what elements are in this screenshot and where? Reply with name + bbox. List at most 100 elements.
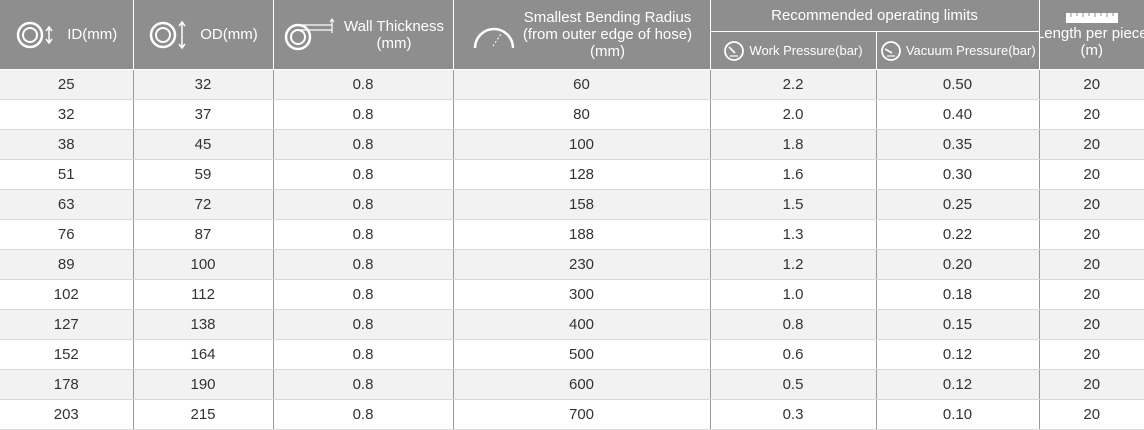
cell-work: 2.0	[710, 99, 877, 130]
cell-vacuum: 0.35	[876, 129, 1040, 160]
cell-work: 1.0	[710, 279, 877, 310]
cell-work: 0.3	[710, 399, 877, 430]
col-header-bending-radius: Smallest Bending Radius (from outer edge…	[453, 0, 711, 70]
cell-od: 37	[133, 99, 274, 130]
col-header-vacuum-label: Vacuum Pressure(bar)	[905, 43, 1036, 58]
cell-work: 1.3	[710, 219, 877, 250]
col-header-length-line2: (m)	[1080, 41, 1104, 59]
cell-wall: 0.8	[273, 99, 454, 130]
col-header-work-pressure: Work Pressure(bar)	[710, 31, 877, 70]
cell-length: 20	[1039, 159, 1144, 190]
cell-bend: 400	[453, 309, 711, 340]
col-header-wall-thickness: Wall Thickness (mm)	[273, 0, 454, 70]
cell-od: 138	[133, 309, 274, 340]
cell-work: 1.6	[710, 159, 877, 190]
table-row: 89 100 0.8 230 1.2 0.20 20	[0, 249, 1144, 280]
col-header-bend-line2: (from outer edge of hose)	[522, 26, 693, 43]
cell-vacuum: 0.30	[876, 159, 1040, 190]
cell-vacuum: 0.25	[876, 189, 1040, 220]
cell-vacuum: 0.22	[876, 219, 1040, 250]
cell-length: 20	[1039, 399, 1144, 430]
cell-work: 1.8	[710, 129, 877, 160]
cell-wall: 0.8	[273, 309, 454, 340]
pressure-gauge-icon	[723, 40, 745, 62]
cell-od: 190	[133, 369, 274, 400]
cell-vacuum: 0.20	[876, 249, 1040, 280]
cell-wall: 0.8	[273, 189, 454, 220]
ruler-icon	[1065, 11, 1119, 25]
cell-bend: 188	[453, 219, 711, 250]
cell-id: 203	[0, 399, 134, 430]
col-header-length: Length per piece (m)	[1039, 0, 1144, 70]
cell-bend: 500	[453, 339, 711, 370]
cell-bend: 60	[453, 69, 711, 100]
concentric-rings-id-icon	[15, 20, 61, 50]
cell-length: 20	[1039, 249, 1144, 280]
table-row: 152 164 0.8 500 0.6 0.12 20	[0, 339, 1144, 370]
col-header-od-label: OD(mm)	[200, 26, 258, 43]
cell-id: 127	[0, 309, 134, 340]
col-header-wall-line2: (mm)	[376, 34, 412, 52]
cell-length: 20	[1039, 309, 1144, 340]
cell-work: 1.5	[710, 189, 877, 220]
cell-wall: 0.8	[273, 249, 454, 280]
cell-vacuum: 0.12	[876, 339, 1040, 370]
table-row: 63 72 0.8 158 1.5 0.25 20	[0, 189, 1144, 220]
ring-wall-thickness-icon	[282, 17, 338, 52]
cell-work: 2.2	[710, 69, 877, 100]
table-row: 38 45 0.8 100 1.8 0.35 20	[0, 129, 1144, 160]
cell-length: 20	[1039, 279, 1144, 310]
cell-id: 89	[0, 249, 134, 280]
cell-id: 76	[0, 219, 134, 250]
cell-id: 102	[0, 279, 134, 310]
cell-vacuum: 0.12	[876, 369, 1040, 400]
cell-wall: 0.8	[273, 219, 454, 250]
table-body: 25 32 0.8 60 2.2 0.50 20 32 37 0.8 80 2.0 0.40 20 38 45…	[0, 69, 1144, 430]
cell-length: 20	[1039, 339, 1144, 370]
col-header-od: OD(mm)	[133, 0, 274, 70]
cell-length: 20	[1039, 369, 1144, 400]
cell-bend: 230	[453, 249, 711, 280]
cell-vacuum: 0.10	[876, 399, 1040, 430]
cell-id: 38	[0, 129, 134, 160]
cell-od: 32	[133, 69, 274, 100]
table-row: 76 87 0.8 188 1.3 0.22 20	[0, 219, 1144, 250]
table-row: 32 37 0.8 80 2.0 0.40 20	[0, 99, 1144, 130]
cell-wall: 0.8	[273, 159, 454, 190]
cell-work: 1.2	[710, 249, 877, 280]
cell-vacuum: 0.15	[876, 309, 1040, 340]
cell-od: 112	[133, 279, 274, 310]
cell-bend: 128	[453, 159, 711, 190]
cell-id: 51	[0, 159, 134, 190]
cell-wall: 0.8	[273, 69, 454, 100]
col-header-id: ID(mm)	[0, 0, 134, 70]
cell-od: 100	[133, 249, 274, 280]
cell-wall: 0.8	[273, 339, 454, 370]
col-header-wall-line1: Wall Thickness	[343, 17, 445, 35]
cell-vacuum: 0.40	[876, 99, 1040, 130]
concentric-rings-od-icon	[148, 20, 194, 50]
col-header-length-line1: Length per piece	[1039, 24, 1144, 42]
cell-work: 0.5	[710, 369, 877, 400]
cell-bend: 600	[453, 369, 711, 400]
cell-wall: 0.8	[273, 279, 454, 310]
cell-vacuum: 0.18	[876, 279, 1040, 310]
cell-length: 20	[1039, 129, 1144, 160]
cell-wall: 0.8	[273, 399, 454, 430]
cell-length: 20	[1039, 219, 1144, 250]
cell-od: 59	[133, 159, 274, 190]
bend-arc-icon	[471, 18, 517, 52]
table-row: 51 59 0.8 128 1.6 0.30 20	[0, 159, 1144, 190]
cell-bend: 80	[453, 99, 711, 130]
cell-length: 20	[1039, 99, 1144, 130]
cell-bend: 300	[453, 279, 711, 310]
col-header-limits-label: Recommended operating limits	[771, 6, 978, 24]
cell-od: 72	[133, 189, 274, 220]
col-header-work-label: Work Pressure(bar)	[749, 43, 863, 58]
cell-length: 20	[1039, 69, 1144, 100]
cell-id: 63	[0, 189, 134, 220]
cell-od: 45	[133, 129, 274, 160]
col-header-bend-line3: (mm)	[590, 43, 625, 60]
cell-work: 0.6	[710, 339, 877, 370]
